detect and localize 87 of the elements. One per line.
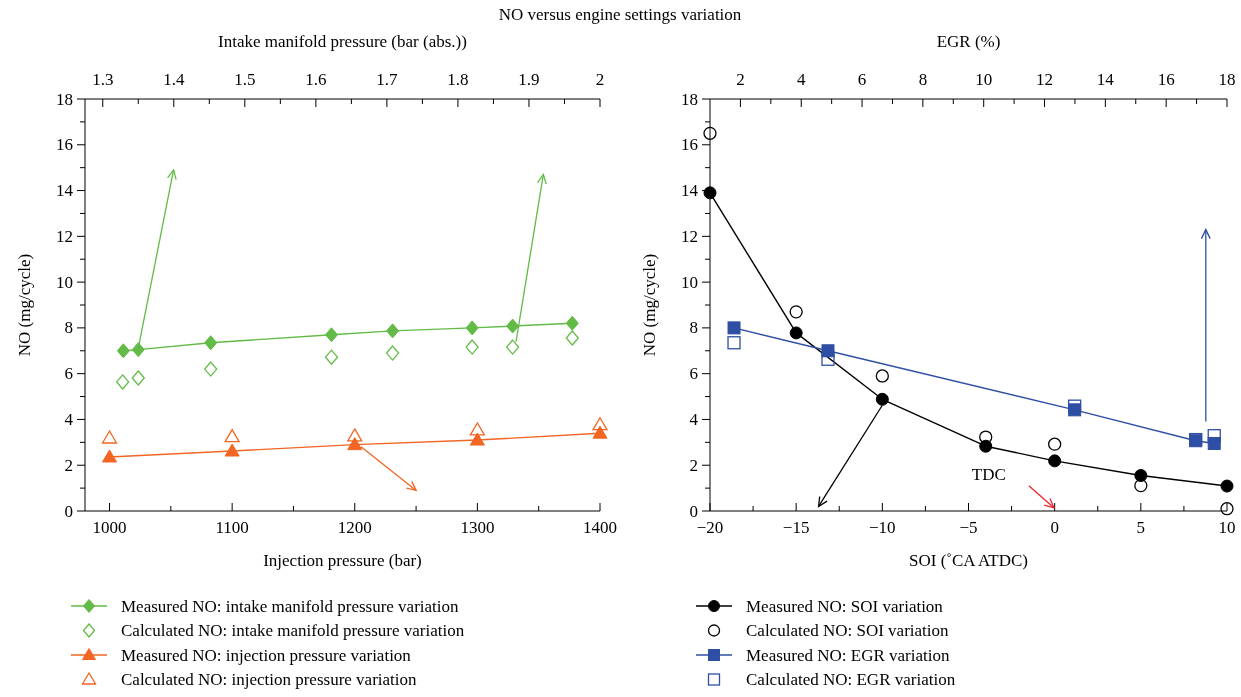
x-tick-label: 1400 bbox=[583, 518, 617, 537]
y-tick-label: 16 bbox=[56, 135, 73, 155]
point bbox=[224, 443, 240, 457]
y-tick-label: 8 bbox=[689, 318, 698, 338]
point bbox=[1220, 479, 1234, 493]
x2-tick-label: 2 bbox=[595, 70, 605, 89]
y-tick-label: 12 bbox=[681, 226, 698, 246]
y-tick-label: 0 bbox=[689, 501, 698, 521]
x2-tick-label: 1.9 bbox=[518, 70, 540, 89]
point bbox=[979, 439, 993, 453]
x-tick-label: −10 bbox=[869, 518, 896, 537]
point bbox=[347, 437, 363, 451]
x2-tick-label: 8 bbox=[918, 70, 928, 89]
y-tick-label: 2 bbox=[64, 455, 73, 475]
y-tick-label: 4 bbox=[64, 409, 74, 429]
chart-title: NO versus engine settings variation bbox=[498, 5, 742, 24]
point bbox=[347, 428, 363, 442]
y-tick-label: 16 bbox=[681, 135, 698, 155]
x2-tick-label: 1.5 bbox=[234, 70, 256, 89]
x2-tick-label: 1.6 bbox=[305, 70, 327, 89]
x-tick-label: 5 bbox=[1136, 518, 1146, 537]
x2-tick-label: 1.3 bbox=[92, 70, 114, 89]
y-axis-title: NO (mg/cycle) bbox=[15, 253, 34, 357]
x-tick-label: 1200 bbox=[337, 518, 372, 537]
x2-tick-label: 10 bbox=[975, 70, 993, 89]
x-axis-title: Injection pressure (bar) bbox=[263, 551, 422, 570]
x2-tick-label: 4 bbox=[796, 70, 806, 89]
point bbox=[875, 369, 889, 383]
point bbox=[789, 326, 803, 340]
y-tick-label: 10 bbox=[681, 272, 698, 292]
y-tick-label: 8 bbox=[64, 318, 73, 338]
y-tick-label: 18 bbox=[56, 89, 73, 109]
point bbox=[592, 425, 608, 439]
point bbox=[1134, 469, 1148, 483]
legend-label: Measured NO: SOI variation bbox=[746, 596, 944, 616]
legend-label: Measured NO: intake manifold pressure variation bbox=[121, 596, 460, 616]
y-tick-label: 2 bbox=[689, 455, 698, 475]
y-tick-label: 12 bbox=[56, 226, 73, 246]
x-tick-label: 1100 bbox=[215, 518, 249, 537]
y-axis-title: NO (mg/cycle) bbox=[640, 253, 659, 357]
x2-tick-label: 1.4 bbox=[163, 70, 185, 89]
y-tick-label: 18 bbox=[681, 89, 698, 109]
y-tick-label: 6 bbox=[64, 364, 73, 384]
x2-tick-label: 18 bbox=[1218, 70, 1236, 89]
legend-label: Calculated NO: EGR variation bbox=[746, 670, 956, 689]
annotation: TDC bbox=[971, 464, 1006, 484]
legend-label: Calculated NO: intake manifold pressure variation bbox=[121, 621, 465, 640]
point bbox=[703, 126, 717, 140]
point bbox=[101, 430, 118, 444]
y-tick-label: 14 bbox=[681, 181, 699, 201]
x-tick-label: 1300 bbox=[460, 518, 495, 537]
point bbox=[469, 422, 486, 436]
point bbox=[469, 432, 485, 446]
point bbox=[102, 449, 118, 463]
x2-tick-label: 2 bbox=[736, 70, 745, 89]
x2-tick-label: 6 bbox=[857, 70, 867, 89]
y-tick-label: 10 bbox=[56, 272, 73, 292]
x-tick-label: −5 bbox=[959, 518, 978, 537]
x2-tick-label: 16 bbox=[1157, 70, 1175, 89]
y-tick-label: 0 bbox=[64, 501, 73, 521]
x-tick-label: 1000 bbox=[92, 518, 127, 537]
x2-tick-label: 1.8 bbox=[447, 70, 469, 89]
y-tick-label: 4 bbox=[689, 409, 699, 429]
y-tick-label: 6 bbox=[689, 364, 698, 384]
point bbox=[592, 417, 608, 431]
point bbox=[1134, 478, 1148, 493]
legend-label: Measured NO: injection pressure variation bbox=[121, 645, 412, 665]
point bbox=[1048, 437, 1062, 451]
x-tick-label: 0 bbox=[1050, 518, 1059, 537]
legend-label: Calculated NO: SOI variation bbox=[746, 621, 950, 640]
x2-tick-label: 12 bbox=[1036, 70, 1054, 89]
point bbox=[875, 392, 889, 406]
x-tick-label: 10 bbox=[1218, 518, 1236, 537]
x2-tick-label: 1.7 bbox=[376, 70, 399, 89]
point bbox=[979, 430, 993, 444]
legend-label: Calculated NO: injection pressure variation bbox=[121, 670, 418, 689]
point bbox=[1048, 454, 1062, 468]
x-axis-title: SOI (˚CA ATDC) bbox=[908, 551, 1029, 570]
point bbox=[789, 305, 803, 319]
x2-tick-label: 14 bbox=[1096, 70, 1115, 89]
y-tick-label: 14 bbox=[56, 181, 74, 201]
x2-axis-title: EGR (%) bbox=[936, 32, 1001, 51]
legend-label: Measured NO: EGR variation bbox=[746, 645, 950, 665]
x2-axis-title: Intake manifold pressure (bar (abs.)) bbox=[218, 32, 467, 51]
x-tick-label: −20 bbox=[696, 518, 724, 537]
x-tick-label: −15 bbox=[782, 518, 810, 537]
point bbox=[224, 428, 240, 443]
